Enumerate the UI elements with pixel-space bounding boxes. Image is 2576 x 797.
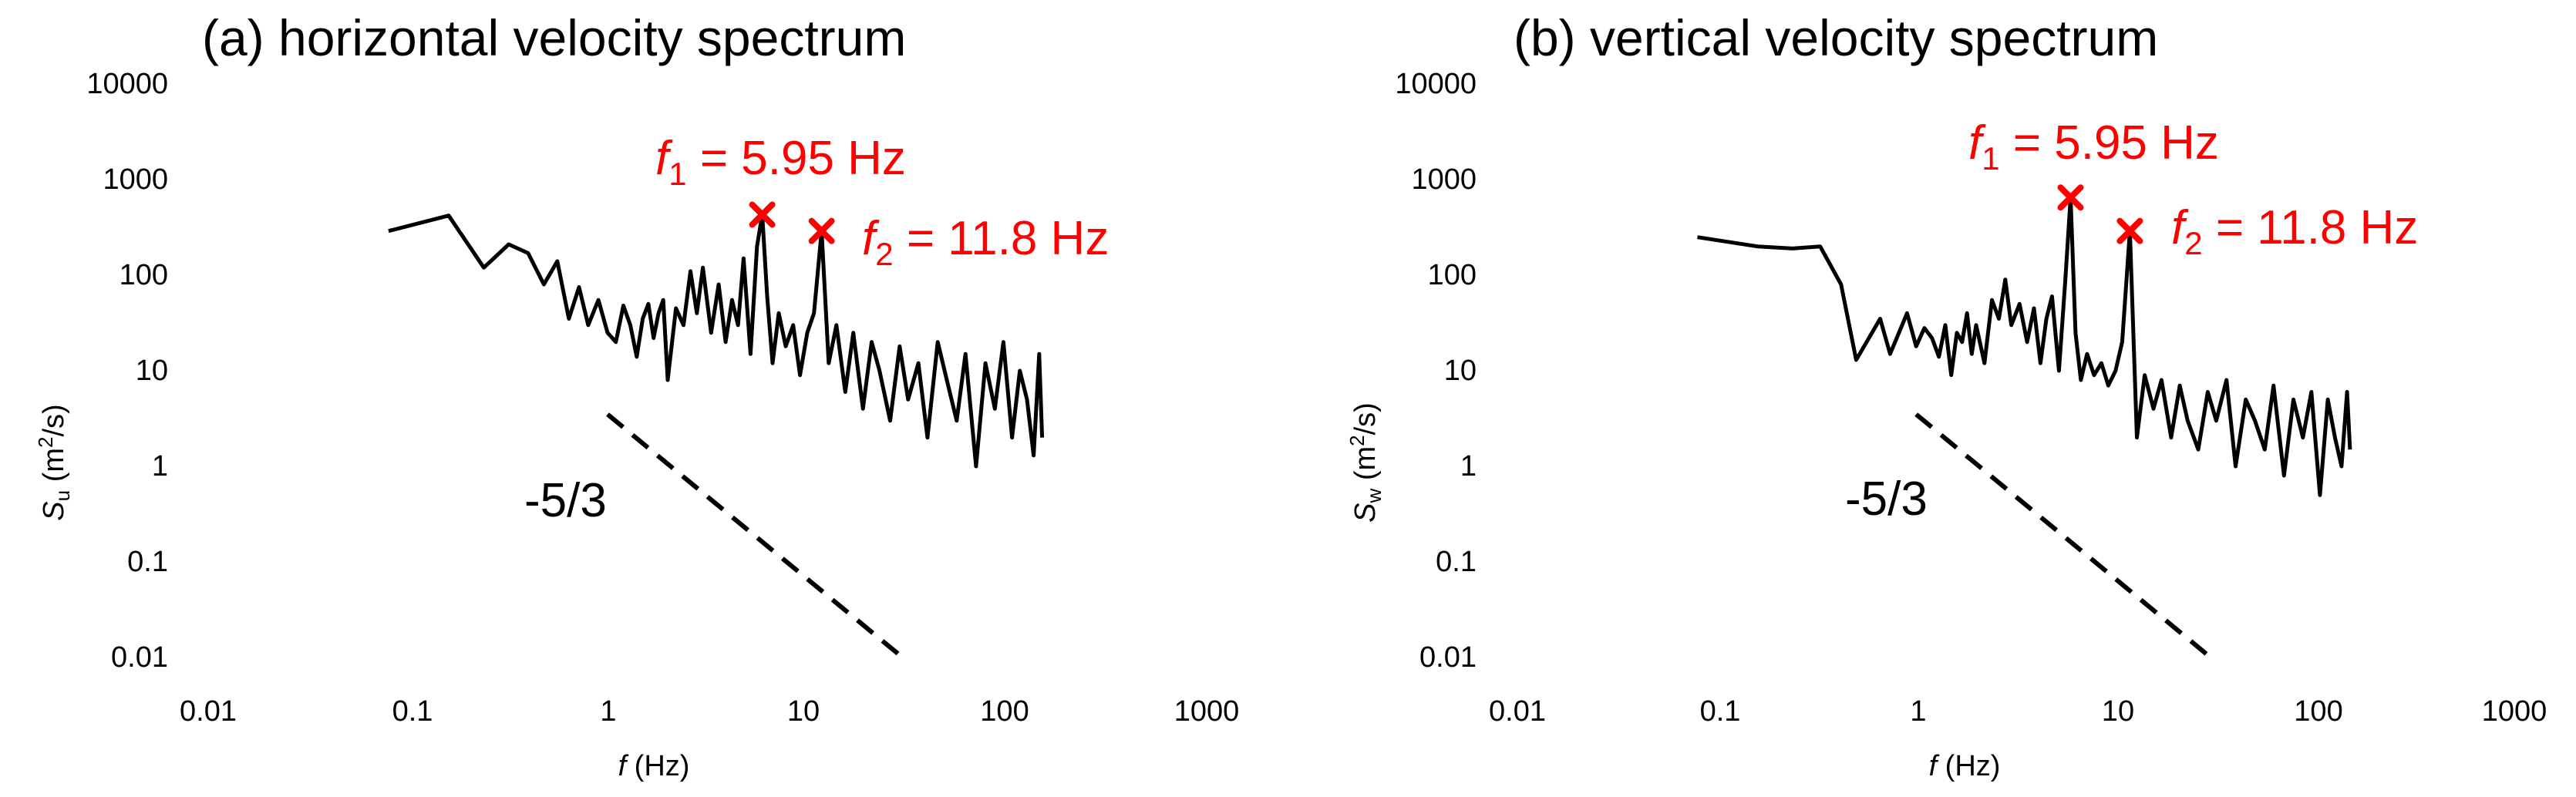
y-tick-label: 1000 — [103, 163, 168, 196]
y-tick-label: 0.01 — [1419, 641, 1477, 674]
y-tick-label: 100 — [1428, 259, 1477, 291]
x-tick-label: 100 — [980, 695, 1029, 728]
f1-annotation: f1 = 5.95 Hz — [655, 132, 906, 192]
panel-b: (b) vertical velocity spectrum f (Hz) Sw… — [1345, 9, 2547, 782]
y-tick-label: 0.1 — [127, 546, 168, 578]
panel-a: (a) horizontal velocity spectrum f (Hz) … — [34, 9, 1239, 782]
peak-marker-2 — [808, 217, 835, 244]
f2-annotation: f2 = 11.8 Hz — [862, 212, 1109, 272]
peak-marker-1 — [749, 201, 776, 228]
x-tick-labels: 0.01 0.1 1 10 100 1000 — [1489, 695, 2547, 728]
x-tick-label: 0.1 — [392, 695, 433, 728]
x-axis-label: f (Hz) — [618, 750, 690, 782]
f1-annotation: f1 = 5.95 Hz — [1968, 116, 2219, 177]
peak-markers — [2057, 184, 2143, 244]
y-tick-label: 10000 — [86, 68, 168, 100]
x-tick-label: 100 — [2294, 695, 2342, 728]
y-tick-label: 0.1 — [1436, 546, 1477, 578]
y-tick-labels: 0.01 0.1 1 10 100 1000 10000 — [1395, 68, 1477, 674]
y-tick-labels: 0.01 0.1 1 10 100 1000 10000 — [86, 68, 168, 674]
y-tick-label: 10 — [1444, 355, 1477, 387]
x-tick-label: 1 — [1910, 695, 1926, 728]
x-tick-label: 1 — [600, 695, 616, 728]
slope-reference-line — [1914, 412, 2213, 660]
x-tick-label: 1000 — [1174, 695, 1240, 728]
x-tick-label: 10 — [2102, 695, 2134, 728]
x-tick-label: 0.01 — [180, 695, 237, 728]
f2-annotation: f2 = 11.8 Hz — [2171, 201, 2418, 261]
y-tick-label: 10 — [136, 355, 168, 387]
y-tick-label: 0.01 — [111, 641, 168, 674]
y-tick-label: 100 — [120, 259, 168, 291]
peak-marker-2 — [2116, 217, 2143, 244]
x-tick-label: 10 — [787, 695, 820, 728]
x-tick-label: 0.1 — [1700, 695, 1741, 728]
y-tick-label: 1000 — [1411, 163, 1477, 196]
x-axis-label: f (Hz) — [1929, 750, 2001, 782]
chart-title: (a) horizontal velocity spectrum — [202, 9, 906, 66]
x-tick-label: 1000 — [2482, 695, 2547, 728]
y-tick-label: 1 — [152, 450, 168, 483]
x-tick-labels: 0.01 0.1 1 10 100 1000 — [180, 695, 1239, 728]
slope-annotation: -5/3 — [524, 474, 607, 527]
chart-title: (b) vertical velocity spectrum — [1514, 9, 2158, 66]
peak-markers — [749, 201, 835, 244]
y-axis-label: Su (m2/s) — [34, 404, 74, 520]
peak-marker-1 — [2057, 184, 2084, 211]
y-tick-label: 1 — [1460, 450, 1477, 483]
plot-area — [388, 201, 1045, 660]
y-axis-label: Sw (m2/s) — [1345, 402, 1386, 523]
plot-area — [1697, 184, 2352, 660]
x-tick-label: 0.01 — [1489, 695, 1546, 728]
y-tick-label: 10000 — [1395, 68, 1477, 100]
slope-reference-line — [606, 412, 904, 660]
slope-annotation: -5/3 — [1845, 472, 1928, 526]
